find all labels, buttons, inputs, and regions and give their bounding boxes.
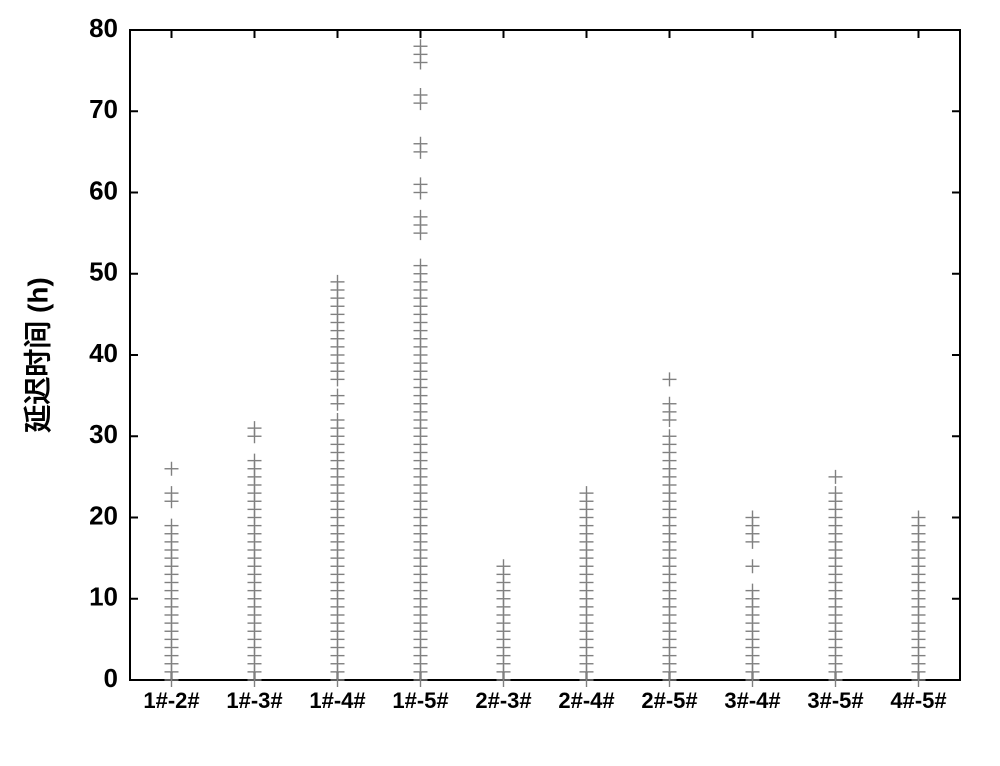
ytick-label: 10 <box>89 582 118 612</box>
ytick-label: 70 <box>89 94 118 124</box>
chart-container: 0 10 20 30 40 50 60 70 80 延迟时间 (h) 1#-2# 1#-3# 1#-4#… <box>0 0 1000 766</box>
xtick-label: 2#-5# <box>641 688 697 713</box>
xtick-label: 2#-4# <box>558 688 614 713</box>
xtick-label: 2#-3# <box>475 688 531 713</box>
ytick-label: 0 <box>104 663 118 693</box>
xtick-label: 1#-2# <box>143 688 199 713</box>
xtick-label: 1#-5# <box>392 688 448 713</box>
ytick-label: 80 <box>89 13 118 43</box>
xtick-label: 3#-5# <box>807 688 863 713</box>
ytick-label: 20 <box>89 500 118 530</box>
xtick-label: 1#-3# <box>226 688 282 713</box>
xtick-label: 3#-4# <box>724 688 780 713</box>
xtick-label: 1#-4# <box>309 688 365 713</box>
xtick-label: 4#-5# <box>890 688 946 713</box>
y-axis-label: 延迟时间 (h) <box>22 277 53 434</box>
strip-plot-svg: 0 10 20 30 40 50 60 70 80 延迟时间 (h) 1#-2# 1#-3# 1#-4#… <box>0 0 1000 766</box>
ytick-label: 50 <box>89 257 118 287</box>
ytick-label: 30 <box>89 419 118 449</box>
ytick-label: 40 <box>89 338 118 368</box>
ytick-label: 60 <box>89 175 118 205</box>
